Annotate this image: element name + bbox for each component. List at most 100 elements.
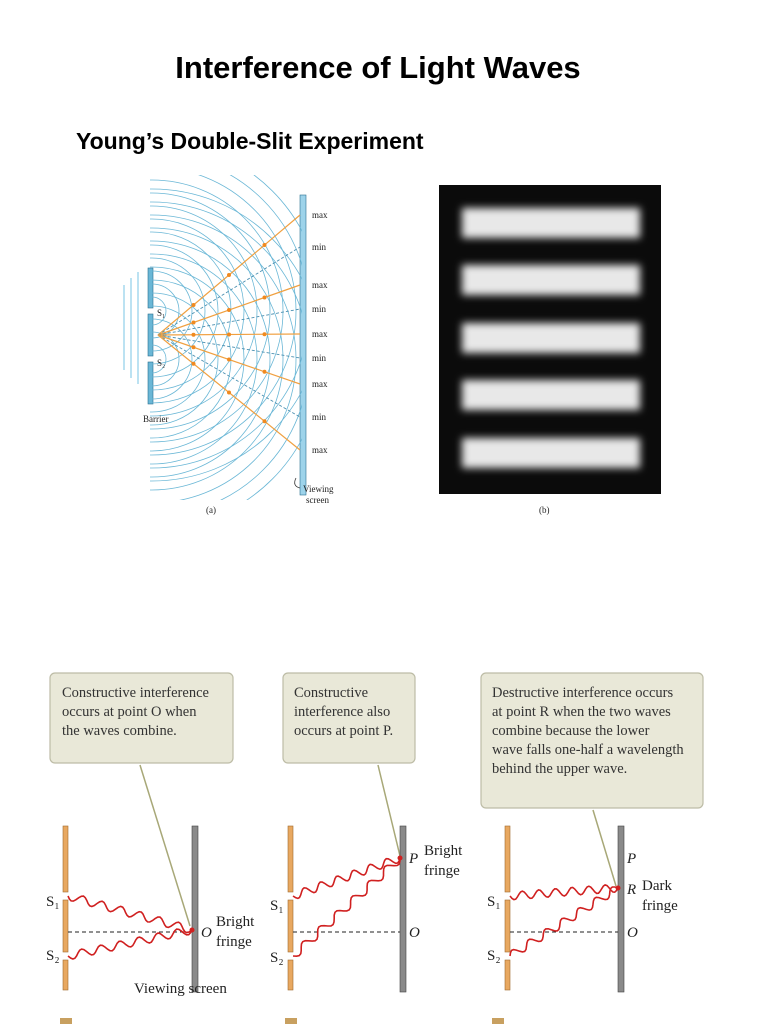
- wavefront: [150, 283, 180, 339]
- callout-box: [49, 672, 234, 764]
- meet-point: [615, 885, 621, 891]
- fringe-label: min: [312, 412, 327, 422]
- viewing-screen: [399, 825, 407, 993]
- node: [191, 345, 196, 350]
- point-label: R: [626, 882, 636, 898]
- wavefront: [150, 175, 302, 469]
- node: [227, 308, 231, 312]
- slit-label: S₂: [157, 358, 165, 368]
- wavefront: [150, 292, 219, 426]
- barrier: [62, 825, 69, 893]
- fringe-label: min: [312, 304, 327, 314]
- figure-b: (b): [439, 185, 661, 515]
- barrier: [504, 959, 511, 991]
- callout-text: occurs at point O when: [62, 704, 197, 720]
- wavefront: [150, 188, 302, 500]
- fringe-label: min: [312, 353, 327, 363]
- wavefront: [150, 205, 258, 417]
- barrier: [504, 899, 511, 953]
- callout-box: [480, 672, 704, 809]
- caption: (b): [539, 505, 550, 515]
- callout-text: interference also: [294, 704, 390, 720]
- fringe-label: Bright: [216, 914, 255, 930]
- node: [227, 273, 231, 277]
- slit-label: S₁: [270, 898, 284, 914]
- wave: [67, 895, 193, 934]
- wavefront: [150, 240, 271, 478]
- callout-text: combine because the lower: [492, 723, 650, 739]
- viewing-screen: [299, 194, 307, 496]
- barrier: [287, 825, 294, 893]
- wavefront: [150, 344, 167, 374]
- wavefront: [150, 231, 232, 391]
- wavefront: [150, 270, 193, 352]
- ray: [157, 246, 301, 336]
- node: [262, 243, 267, 247]
- viewing-screen: [617, 825, 625, 993]
- subtitle: Young’s Double-Slit Experiment: [76, 128, 424, 154]
- fringe-label: fringe: [424, 863, 460, 879]
- wavefront: [150, 266, 245, 452]
- node: [262, 332, 267, 337]
- point-label: P: [408, 851, 418, 867]
- wavefront: [150, 218, 245, 404]
- node: [262, 369, 267, 374]
- fringe-label: Bright: [424, 843, 463, 859]
- viewing-screen: [191, 825, 199, 993]
- wavefront: [150, 305, 206, 413]
- wavefront: [150, 257, 206, 365]
- barrier: [62, 959, 69, 991]
- wavefront: [150, 201, 302, 500]
- fringe-label: max: [312, 280, 328, 290]
- fringe-label: Dark: [642, 878, 672, 894]
- fringe-label: max: [312, 445, 328, 455]
- callout-text: occurs at point P.: [294, 723, 393, 739]
- point-label: O: [201, 925, 212, 941]
- wavefront: [150, 175, 297, 456]
- caption: (a): [206, 505, 216, 515]
- callout-box: [282, 672, 416, 764]
- wavefront: [150, 244, 219, 378]
- node: [227, 357, 231, 362]
- wavefront: [150, 253, 258, 465]
- slit-label: S₂: [487, 948, 501, 964]
- meet-point: [189, 927, 195, 933]
- slit-label: S₁: [487, 894, 501, 910]
- wavefront: [150, 214, 297, 500]
- slit-label: S₂: [270, 950, 284, 966]
- wavefront: [150, 331, 180, 387]
- wave: [509, 886, 619, 957]
- wave: [509, 884, 619, 901]
- slit-label: S₂: [46, 948, 60, 964]
- wavefront: [150, 227, 284, 491]
- ray: [157, 308, 301, 336]
- callout-text: Constructive: [294, 685, 368, 701]
- barrier: [287, 899, 294, 953]
- barrier: [287, 959, 294, 991]
- node: [191, 361, 196, 366]
- wave: [67, 928, 193, 960]
- fringe-label: fringe: [216, 934, 252, 950]
- slit-label: S₁: [46, 894, 60, 910]
- ray: [157, 334, 301, 418]
- title: Interference of Light Waves: [175, 50, 580, 85]
- wavefront: [150, 318, 193, 400]
- node: [262, 295, 267, 300]
- node: [191, 320, 196, 325]
- incoming-waves: [123, 272, 139, 384]
- wave: [292, 857, 401, 958]
- barrier: [147, 267, 154, 405]
- fringe-label: max: [312, 379, 328, 389]
- figure-a: max min max min max min max min max S₁ S₂ Barrie…: [123, 175, 334, 515]
- point-label: O: [409, 925, 420, 941]
- ray: [157, 334, 301, 359]
- fringe-label: max: [312, 329, 328, 339]
- callout-text: wave falls one-half a wavelength: [492, 742, 684, 758]
- screen-label: Viewing screen: [134, 981, 227, 997]
- callout-text: the waves combine.: [62, 723, 177, 739]
- fringe-label: min: [312, 242, 327, 252]
- callout-text: behind the upper wave.: [492, 761, 627, 777]
- wavefront: [150, 279, 232, 439]
- fringe-label: max: [312, 210, 328, 220]
